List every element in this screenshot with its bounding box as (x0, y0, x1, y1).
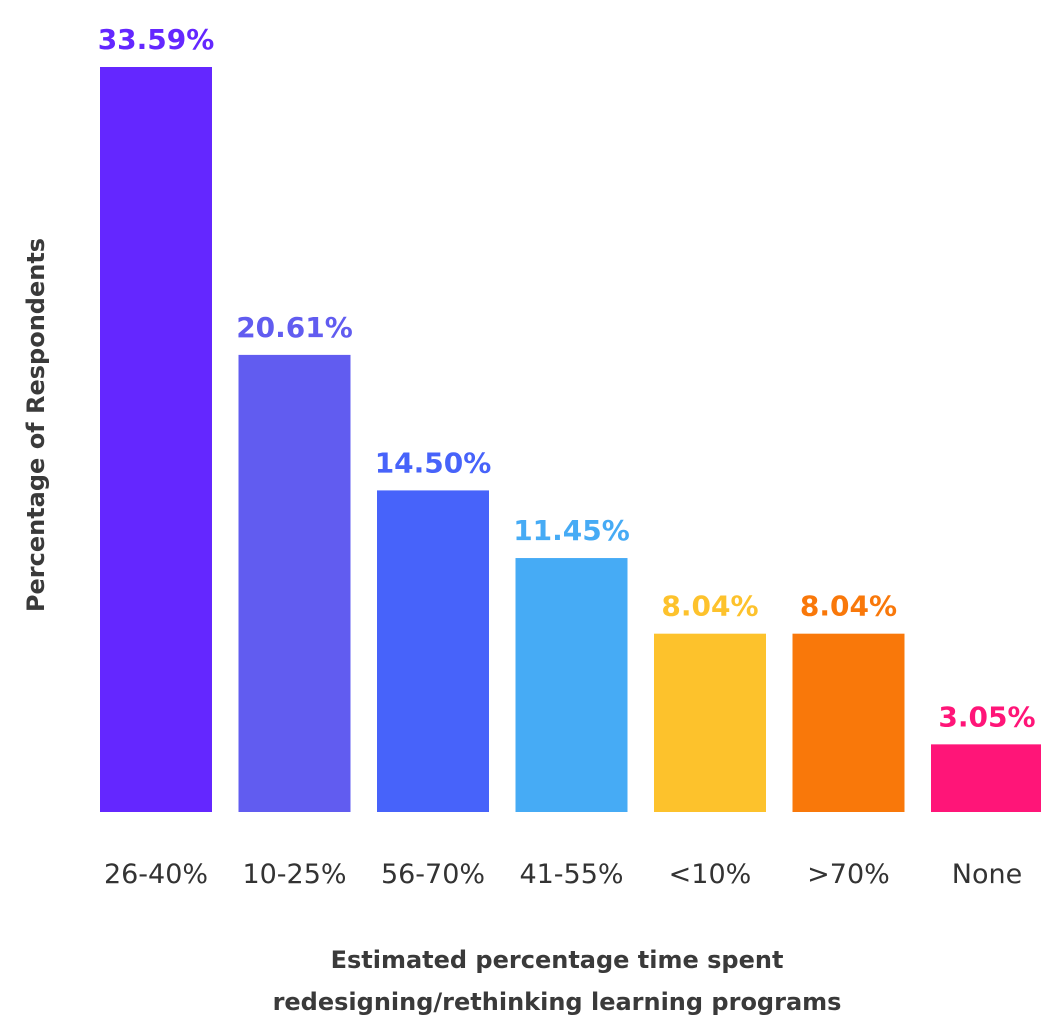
category-label-3: 41-55% (519, 859, 623, 890)
category-label-2: 56-70% (381, 859, 485, 890)
category-label-4: <10% (669, 859, 752, 890)
category-label-5: >70% (807, 859, 890, 890)
category-label-6: None (952, 859, 1022, 890)
value-label-4: 8.04% (661, 590, 758, 623)
x-axis-title-line-2: redesigning/rethinking learning programs (273, 988, 842, 1015)
bars-group (100, 67, 1041, 812)
category-label-0: 26-40% (104, 859, 208, 890)
bar-1 (238, 354, 351, 812)
bar-2 (377, 490, 489, 812)
value-label-0: 33.59% (98, 23, 215, 56)
value-labels-group: 33.59% 20.61% 14.50% 11.45% 8.04% 8.04% 3.05% (98, 23, 1036, 733)
bar-6 (931, 744, 1041, 812)
category-label-1: 10-25% (242, 859, 346, 890)
value-label-5: 8.04% (800, 590, 897, 623)
value-label-2: 14.50% (375, 446, 492, 479)
bar-3 (515, 558, 628, 812)
bar-0 (100, 67, 212, 812)
value-label-6: 3.05% (938, 700, 1035, 733)
bar-4 (654, 633, 766, 812)
y-axis-title: Percentage of Respondents (22, 238, 50, 612)
category-labels-group: 26-40% 10-25% 56-70% 41-55% <10% >70% None (104, 859, 1022, 890)
x-axis-title-line-1: Estimated percentage time spent (331, 946, 784, 974)
value-label-1: 20.61% (236, 311, 353, 344)
bar-5 (792, 633, 905, 812)
value-label-3: 11.45% (513, 514, 630, 547)
